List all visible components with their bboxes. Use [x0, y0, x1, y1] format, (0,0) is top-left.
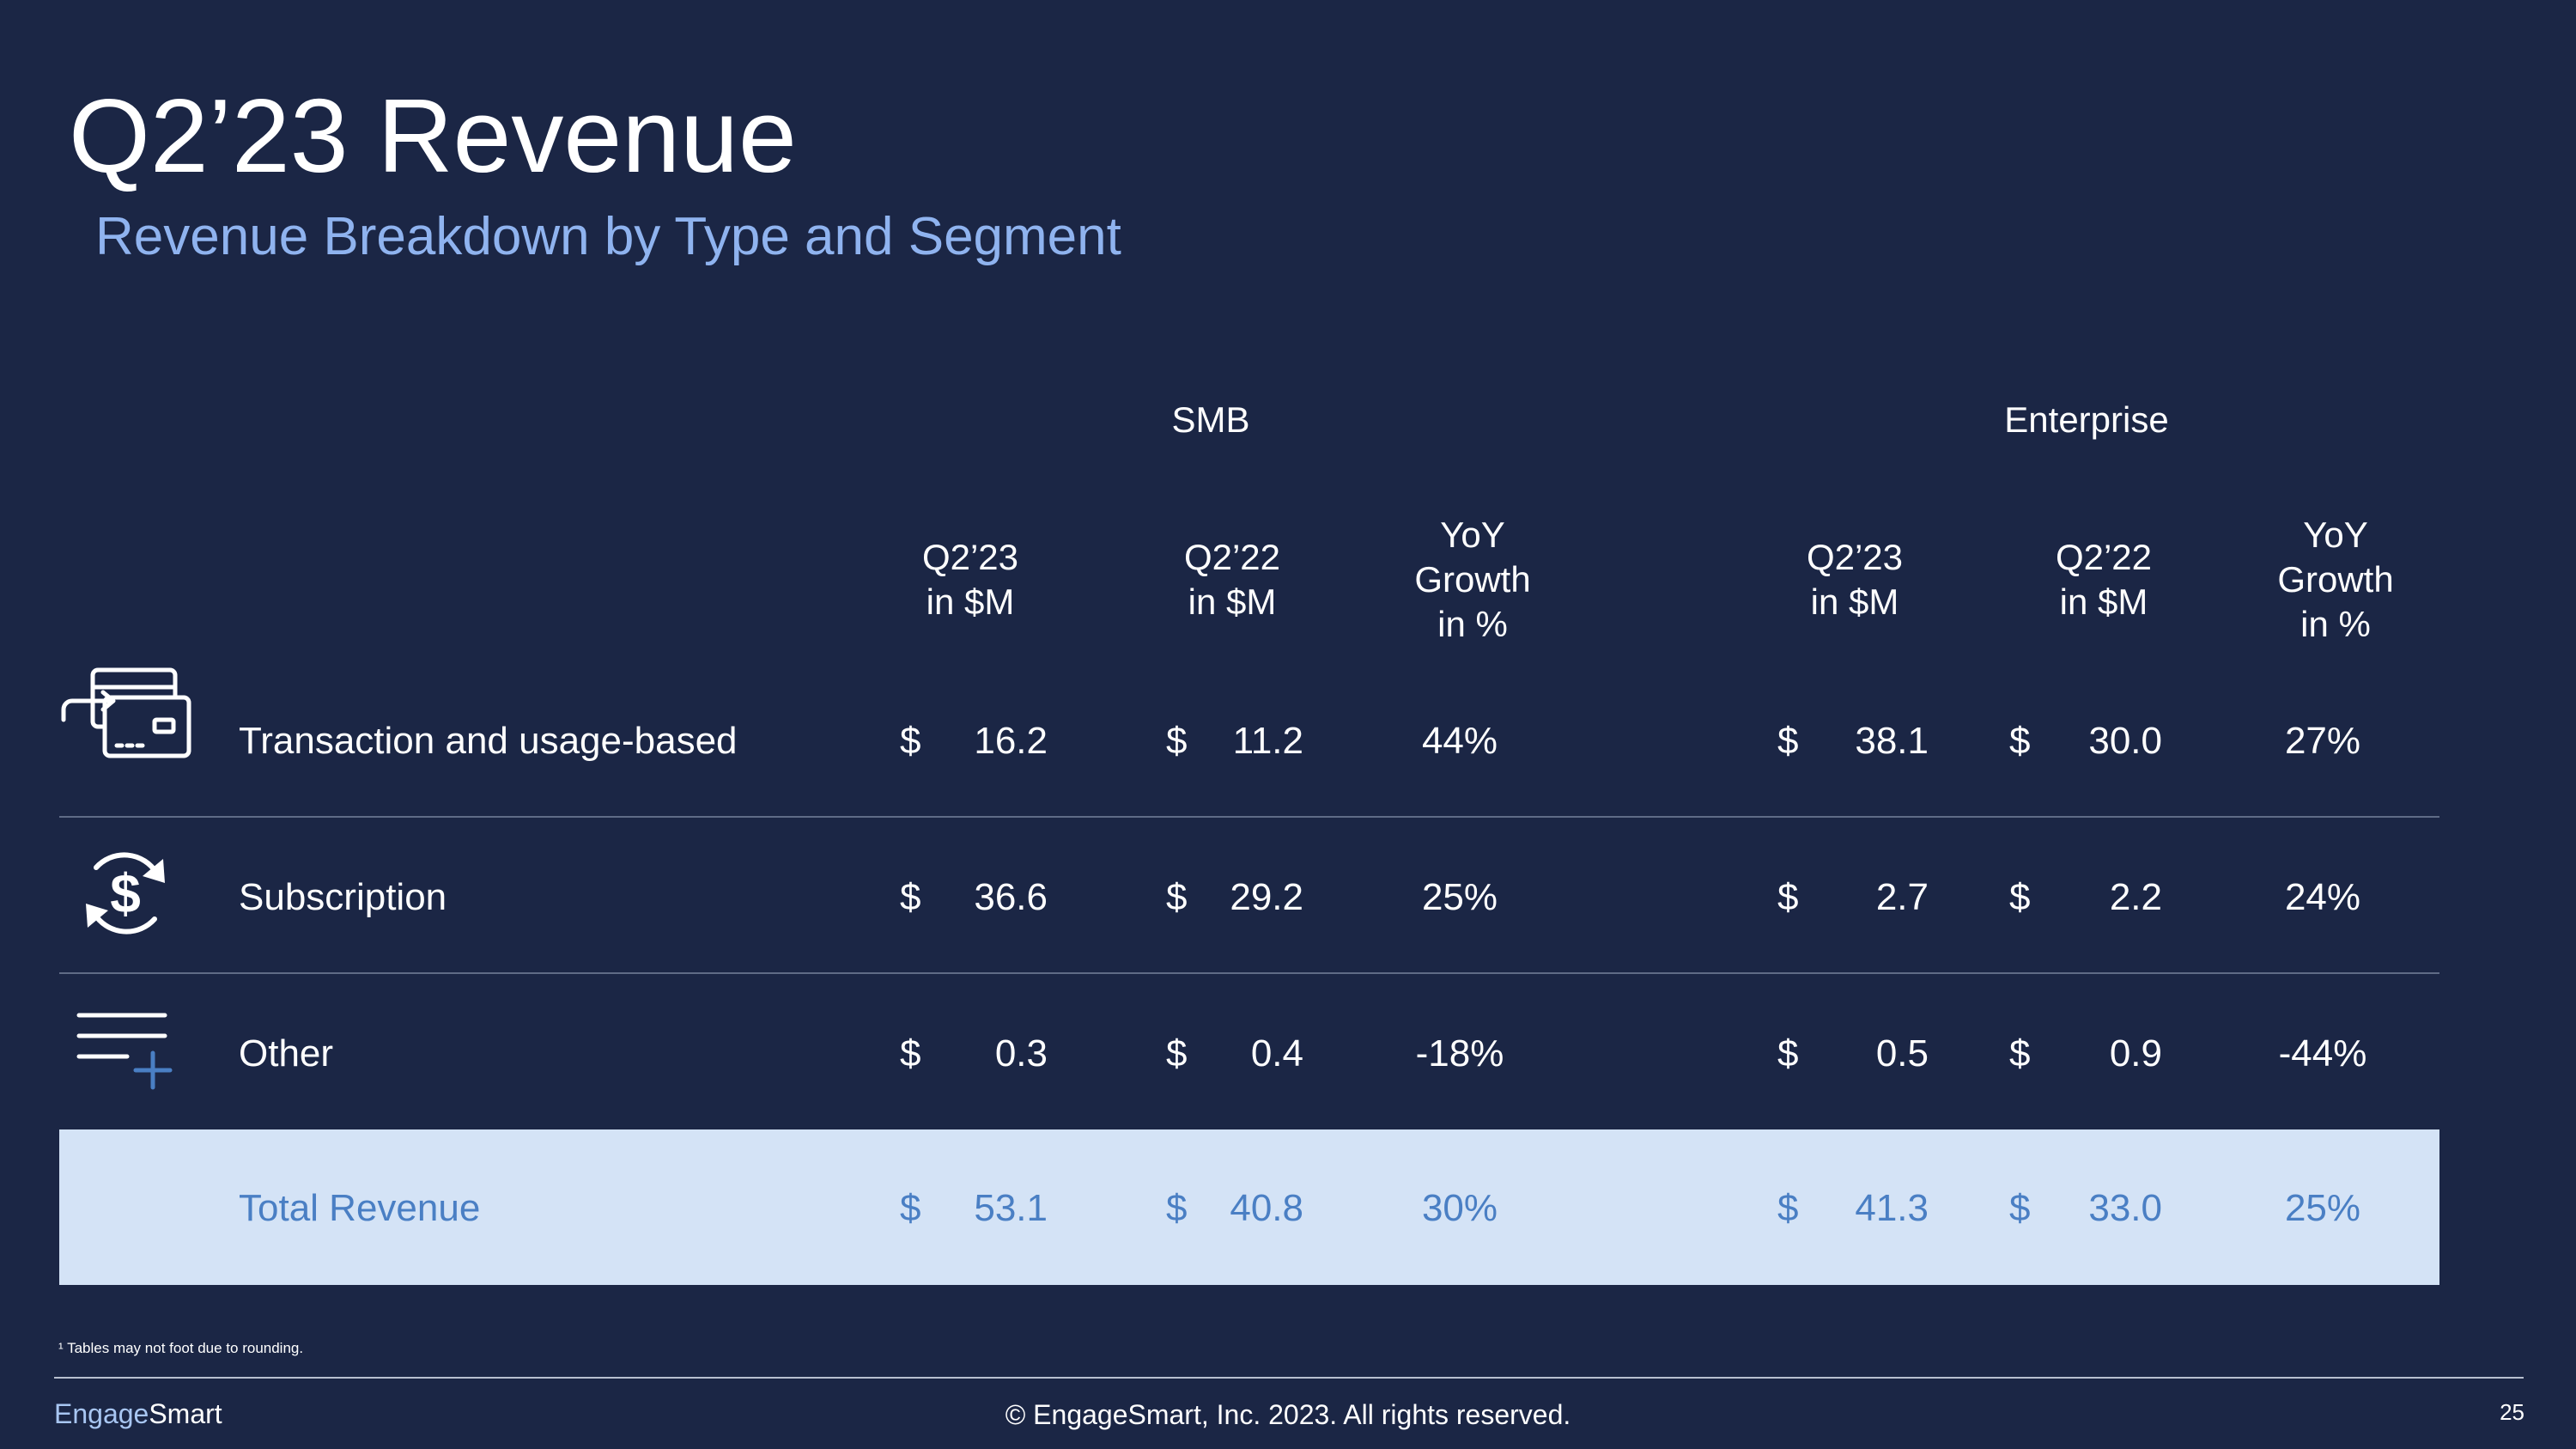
- cell-currency-symbol: $: [1777, 720, 1799, 762]
- cell-currency-symbol: $: [2009, 876, 2031, 918]
- page-title: Q2’23 Revenue: [69, 77, 797, 194]
- logo-part1: Engage: [54, 1398, 149, 1429]
- cell-ent-q223: 38.1: [1855, 720, 1929, 762]
- cell-smb-q222: 0.4: [1250, 1032, 1303, 1075]
- list-add-icon: [76, 1013, 173, 1090]
- cell-currency-symbol: $: [1777, 1032, 1799, 1075]
- cell-currency-symbol: $: [2009, 720, 2031, 762]
- dollar-cycle-icon: $: [86, 852, 165, 935]
- cell-currency-symbol: $: [1777, 1187, 1799, 1229]
- cell-ent-q223: 0.5: [1875, 1032, 1929, 1075]
- page-number: 25: [2500, 1399, 2524, 1425]
- row-divider: [59, 972, 2439, 974]
- cell-currency-symbol: $: [1166, 1032, 1188, 1075]
- cell-smb-yoy: -18%: [1415, 1032, 1504, 1075]
- total-row-background: [59, 1129, 2439, 1285]
- cell-smb-yoy: 30%: [1421, 1187, 1498, 1229]
- cell-ent-q223: 2.7: [1875, 876, 1929, 918]
- cell-smb-q222: 29.2: [1230, 876, 1303, 918]
- svg-text:$: $: [110, 862, 141, 924]
- cell-currency-symbol: $: [900, 1032, 921, 1075]
- column-header-smb-q222: Q2’22 in $M: [1183, 537, 1281, 622]
- cell-ent-q223: 41.3: [1855, 1187, 1929, 1229]
- footnote: ¹ Tables may not foot due to rounding.: [58, 1340, 304, 1356]
- cell-ent-q222: 0.9: [2109, 1032, 2162, 1075]
- cell-currency-symbol: $: [1166, 720, 1188, 762]
- cell-smb-yoy: 25%: [1421, 876, 1498, 918]
- cell-ent-yoy: 24%: [2284, 876, 2361, 918]
- cell-ent-q222: 33.0: [2088, 1187, 2162, 1229]
- column-header-ent-q223: Q2’23 in $M: [1806, 537, 1904, 622]
- cell-smb-q222: 11.2: [1232, 720, 1303, 762]
- cell-smb-q223: 53.1: [974, 1187, 1048, 1229]
- cell-ent-q222: 30.0: [2088, 720, 2162, 762]
- cell-currency-symbol: $: [900, 720, 921, 762]
- cell-currency-symbol: $: [1777, 876, 1799, 918]
- cell-smb-q223: 36.6: [974, 876, 1048, 918]
- company-logo: EngageSmart: [54, 1397, 222, 1431]
- cell-ent-q222: 2.2: [2109, 876, 2162, 918]
- cell-smb-yoy: 44%: [1421, 720, 1498, 762]
- column-header-smb-q223: Q2’23 in $M: [921, 537, 1019, 622]
- row-divider: [59, 816, 2439, 818]
- row-label: Subscription: [239, 876, 447, 918]
- cell-currency-symbol: $: [1166, 1187, 1188, 1229]
- column-header-ent-yoy: YoY Growth in %: [2277, 514, 2394, 644]
- cell-currency-symbol: $: [900, 876, 921, 918]
- column-header-smb-yoy: YoY Growth in %: [1414, 514, 1531, 644]
- cell-currency-symbol: $: [1166, 876, 1188, 918]
- cell-ent-yoy: -44%: [2278, 1032, 2367, 1075]
- group-header-enterprise: Enterprise: [2004, 399, 2169, 440]
- footer-divider: [54, 1377, 2524, 1379]
- cell-smb-q223: 0.3: [994, 1032, 1048, 1075]
- page-subtitle: Revenue Breakdown by Type and Segment: [95, 207, 1121, 266]
- group-header-smb: SMB: [1171, 399, 1250, 440]
- cell-ent-yoy: 27%: [2284, 720, 2361, 762]
- cell-smb-q223: 16.2: [974, 720, 1048, 762]
- cell-smb-q222: 40.8: [1230, 1187, 1303, 1229]
- cell-currency-symbol: $: [2009, 1187, 2031, 1229]
- cell-ent-yoy: 25%: [2284, 1187, 2361, 1229]
- logo-part2: Smart: [149, 1398, 222, 1429]
- copyright-text: © EngageSmart, Inc. 2023. All rights res…: [1005, 1399, 1571, 1430]
- card-transfer-icon: [61, 667, 191, 758]
- cell-currency-symbol: $: [900, 1187, 921, 1229]
- cell-currency-symbol: $: [2009, 1032, 2031, 1075]
- row-label: Transaction and usage-based: [239, 720, 738, 762]
- row-label: Total Revenue: [239, 1187, 481, 1229]
- column-header-ent-q222: Q2’22 in $M: [2055, 537, 2153, 622]
- row-label: Other: [239, 1032, 334, 1075]
